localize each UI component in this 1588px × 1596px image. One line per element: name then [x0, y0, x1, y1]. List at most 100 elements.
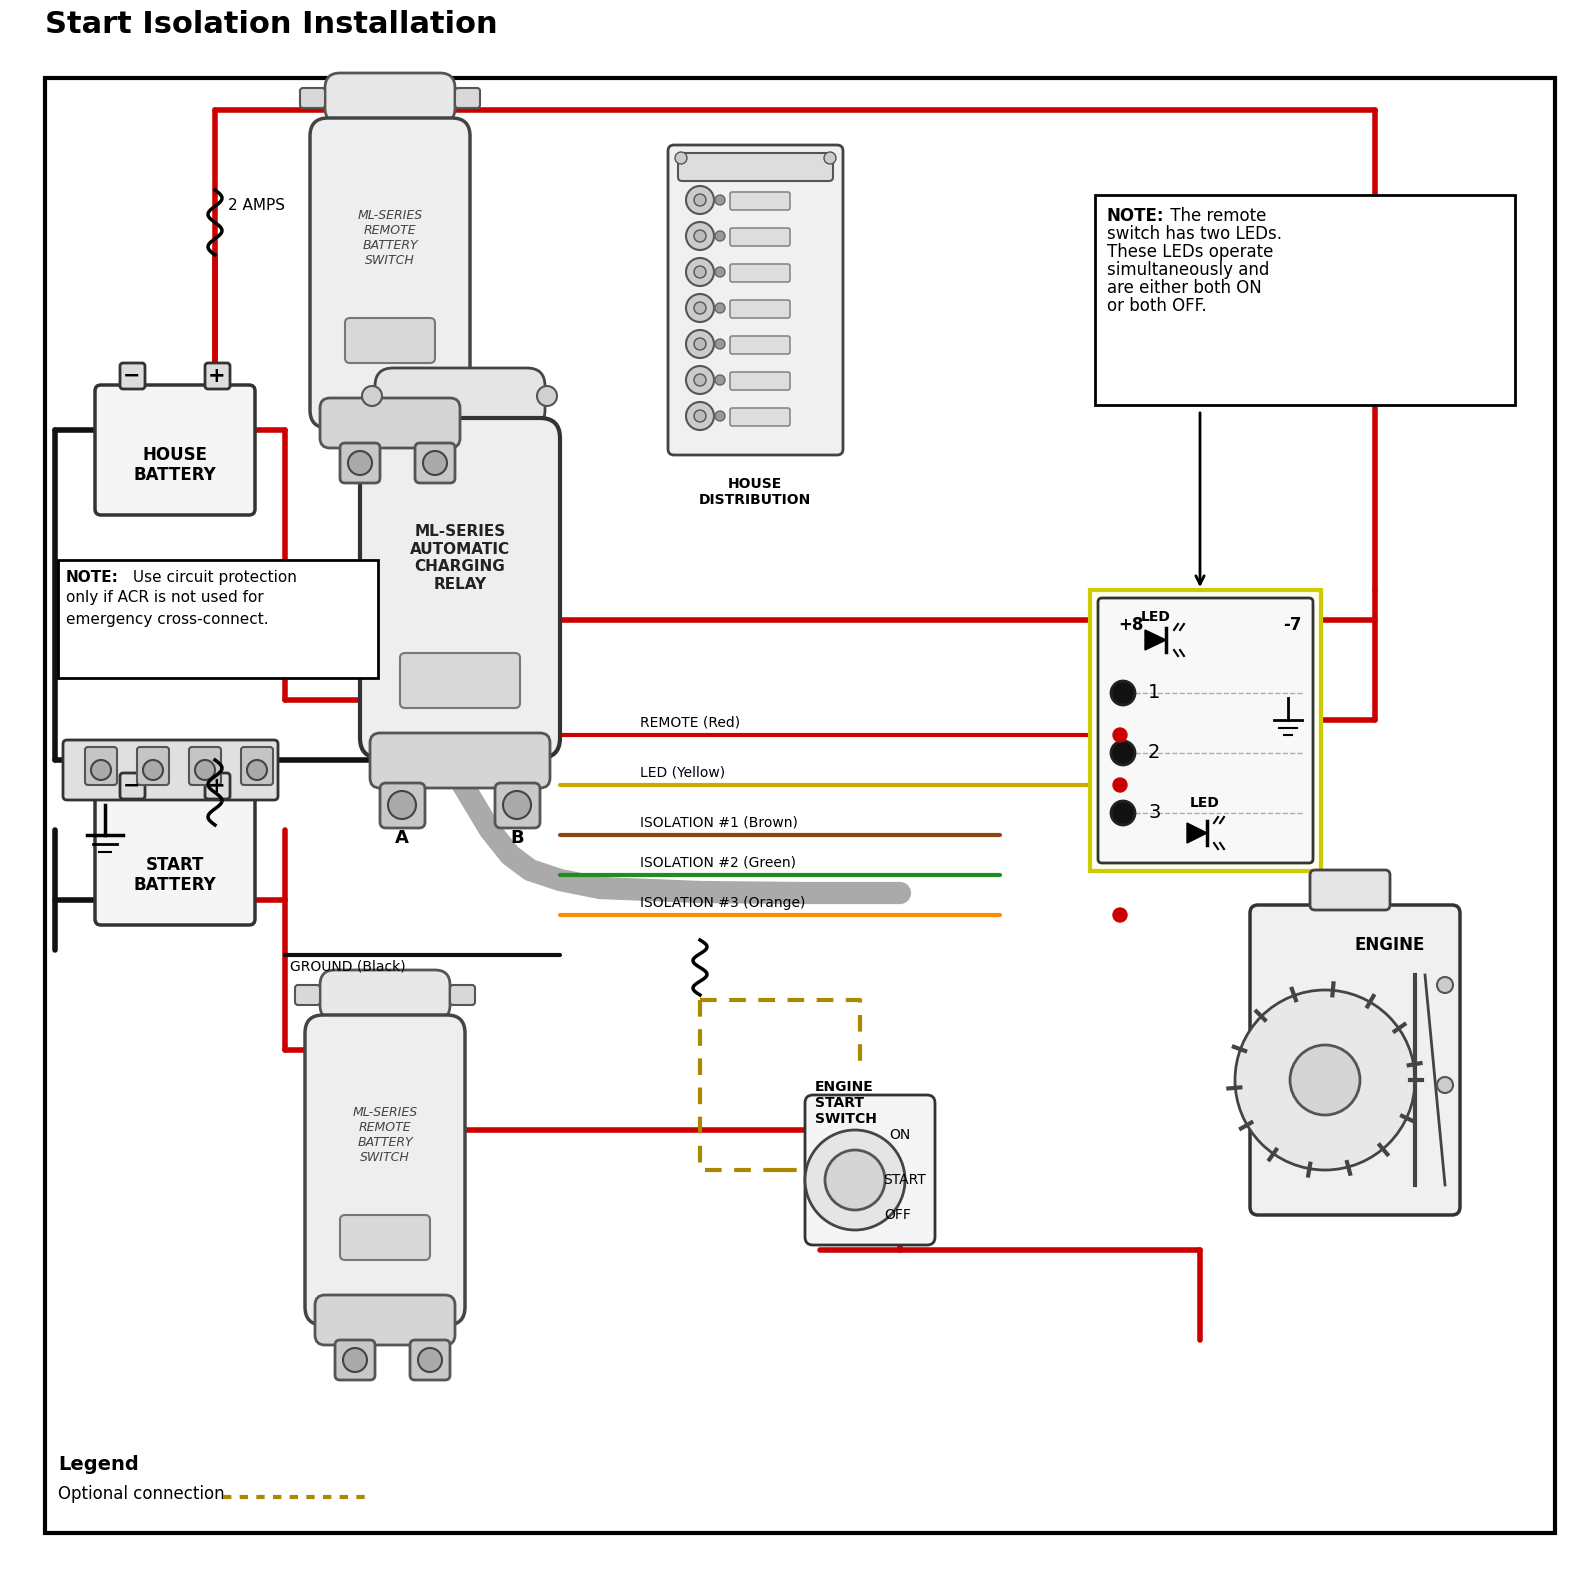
Circle shape	[715, 303, 726, 313]
Circle shape	[715, 338, 726, 350]
Circle shape	[1113, 777, 1127, 792]
Polygon shape	[1145, 630, 1166, 650]
Circle shape	[824, 152, 835, 164]
Circle shape	[694, 230, 707, 243]
Text: REMOTE (Red): REMOTE (Red)	[640, 717, 740, 729]
FancyBboxPatch shape	[1250, 905, 1459, 1215]
Text: START
BATTERY: START BATTERY	[133, 855, 216, 894]
Circle shape	[537, 386, 557, 405]
Circle shape	[694, 302, 707, 314]
Text: −: −	[124, 776, 141, 796]
Text: −: −	[124, 365, 141, 386]
Circle shape	[422, 452, 446, 476]
Circle shape	[694, 195, 707, 206]
FancyBboxPatch shape	[375, 369, 545, 428]
FancyBboxPatch shape	[360, 418, 561, 758]
Bar	[1089, 591, 1321, 871]
FancyBboxPatch shape	[449, 985, 475, 1005]
Circle shape	[694, 373, 707, 386]
FancyBboxPatch shape	[400, 653, 519, 709]
FancyBboxPatch shape	[1097, 598, 1313, 863]
Circle shape	[1113, 728, 1127, 742]
Text: The remote: The remote	[1166, 207, 1266, 225]
Text: LED (Yellow): LED (Yellow)	[640, 766, 726, 780]
Circle shape	[1437, 1077, 1453, 1093]
Circle shape	[1289, 1045, 1359, 1116]
Text: NOTE:: NOTE:	[1107, 207, 1164, 225]
FancyBboxPatch shape	[326, 73, 456, 123]
Polygon shape	[1186, 824, 1207, 843]
FancyBboxPatch shape	[95, 795, 256, 926]
FancyBboxPatch shape	[95, 385, 256, 516]
Circle shape	[343, 1349, 367, 1373]
Text: ON: ON	[889, 1128, 910, 1143]
Text: ML-SERIES
REMOTE
BATTERY
SWITCH: ML-SERIES REMOTE BATTERY SWITCH	[353, 1106, 418, 1163]
Text: 2 AMPS: 2 AMPS	[229, 198, 284, 212]
Circle shape	[1112, 801, 1135, 825]
Text: +8: +8	[1118, 616, 1143, 634]
Text: Legend: Legend	[59, 1456, 138, 1475]
Text: These LEDs operate: These LEDs operate	[1107, 243, 1274, 262]
Text: START: START	[883, 1173, 926, 1187]
Circle shape	[805, 1130, 905, 1231]
Text: HOUSE
DISTRIBUTION: HOUSE DISTRIBUTION	[699, 477, 811, 508]
Circle shape	[195, 760, 214, 780]
FancyBboxPatch shape	[310, 118, 470, 428]
Text: switch has two LEDs.: switch has two LEDs.	[1107, 225, 1282, 243]
FancyBboxPatch shape	[678, 153, 834, 180]
FancyBboxPatch shape	[380, 784, 426, 828]
Circle shape	[686, 365, 715, 394]
Text: ISOLATION #3 (Orange): ISOLATION #3 (Orange)	[640, 895, 805, 910]
FancyBboxPatch shape	[730, 409, 789, 426]
Circle shape	[826, 1151, 885, 1210]
Text: 1: 1	[1148, 683, 1161, 702]
Text: Optional connection: Optional connection	[59, 1484, 224, 1503]
Text: 2: 2	[1148, 744, 1161, 763]
Text: -7: -7	[1283, 616, 1302, 634]
FancyBboxPatch shape	[340, 444, 380, 484]
FancyBboxPatch shape	[64, 741, 278, 800]
FancyBboxPatch shape	[730, 372, 789, 389]
Bar	[1096, 195, 1515, 405]
FancyBboxPatch shape	[121, 772, 145, 800]
Circle shape	[348, 452, 372, 476]
FancyBboxPatch shape	[305, 1015, 465, 1325]
Circle shape	[1437, 977, 1453, 993]
Text: LED: LED	[1142, 610, 1170, 624]
Circle shape	[362, 386, 383, 405]
FancyBboxPatch shape	[730, 192, 789, 211]
Circle shape	[694, 338, 707, 350]
FancyBboxPatch shape	[345, 318, 435, 362]
Text: Start Isolation Installation: Start Isolation Installation	[44, 10, 497, 38]
FancyBboxPatch shape	[321, 397, 461, 448]
Circle shape	[686, 259, 715, 286]
Text: +: +	[208, 365, 225, 386]
Text: ML-SERIES
REMOTE
BATTERY
SWITCH: ML-SERIES REMOTE BATTERY SWITCH	[357, 209, 422, 267]
FancyBboxPatch shape	[414, 444, 456, 484]
Circle shape	[686, 187, 715, 214]
Circle shape	[1112, 741, 1135, 764]
FancyBboxPatch shape	[805, 1095, 935, 1245]
Circle shape	[686, 294, 715, 322]
Text: NOTE:: NOTE:	[67, 570, 119, 586]
Text: emergency cross-connect.: emergency cross-connect.	[67, 611, 268, 627]
FancyBboxPatch shape	[340, 1215, 430, 1259]
Text: OFF: OFF	[885, 1208, 912, 1223]
Bar	[59, 560, 378, 678]
Text: ISOLATION #1 (Brown): ISOLATION #1 (Brown)	[640, 816, 797, 830]
Text: ENGINE: ENGINE	[1355, 935, 1424, 954]
FancyBboxPatch shape	[669, 145, 843, 455]
FancyBboxPatch shape	[241, 747, 273, 785]
FancyBboxPatch shape	[456, 88, 480, 109]
Circle shape	[1235, 990, 1415, 1170]
Text: Use circuit protection: Use circuit protection	[129, 570, 297, 586]
FancyBboxPatch shape	[295, 985, 321, 1005]
Circle shape	[1113, 908, 1127, 922]
Text: HOUSE
BATTERY: HOUSE BATTERY	[133, 445, 216, 485]
FancyBboxPatch shape	[121, 362, 145, 389]
Text: B: B	[510, 828, 524, 847]
Circle shape	[715, 267, 726, 278]
Circle shape	[418, 1349, 441, 1373]
Text: ISOLATION #2 (Green): ISOLATION #2 (Green)	[640, 855, 796, 870]
Text: simultaneously and: simultaneously and	[1107, 262, 1269, 279]
